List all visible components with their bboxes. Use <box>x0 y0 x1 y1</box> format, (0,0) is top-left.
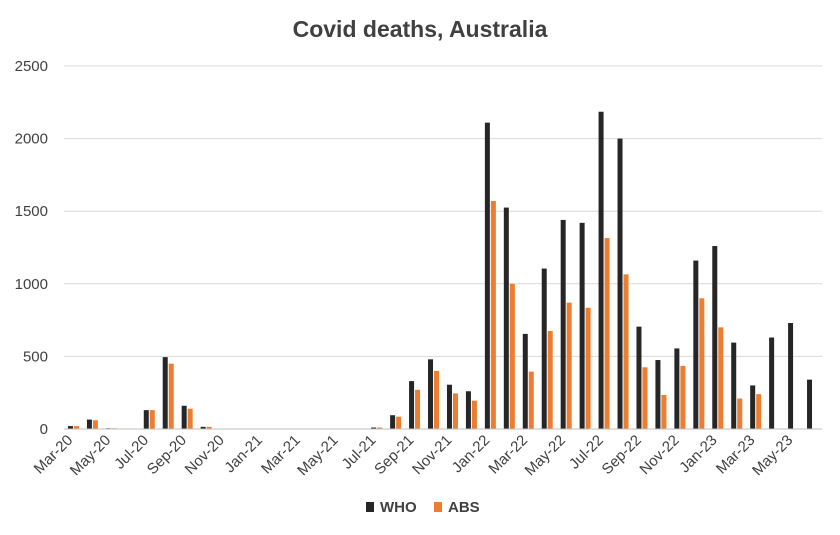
bar-abs <box>756 394 762 429</box>
x-tick-label: Sep-21 <box>371 432 417 478</box>
x-tick-label: May-20 <box>67 432 114 479</box>
bar-abs <box>623 274 629 429</box>
bar-abs <box>642 367 648 429</box>
x-tick-label: Jan-22 <box>449 432 493 476</box>
bar-who <box>712 246 718 429</box>
bar-abs <box>73 426 79 429</box>
bar-who <box>390 415 396 429</box>
bar-abs <box>547 330 553 429</box>
x-axis-ticks: Mar-20May-20Jul-20Sep-20Nov-20Jan-21Mar-… <box>31 432 797 479</box>
bar-who <box>788 323 794 429</box>
legend-label-who: WHO <box>380 499 417 516</box>
bar-abs <box>699 298 705 429</box>
x-tick-label: May-22 <box>522 432 569 479</box>
bar-who <box>162 357 168 429</box>
bar-who <box>731 342 737 429</box>
bar-abs <box>490 201 496 429</box>
y-axis-ticks: 0 500 1000 1500 2000 2500 <box>15 58 48 438</box>
bar-who <box>750 385 756 429</box>
y-tick-label: 1000 <box>15 276 48 293</box>
bar-who <box>769 337 775 429</box>
bar-abs <box>471 400 477 429</box>
bar-who <box>409 381 415 429</box>
y-tick-label: 1500 <box>15 203 48 220</box>
x-tick-label: Nov-22 <box>636 432 682 478</box>
bar-who <box>446 384 452 429</box>
bar-abs <box>149 410 155 429</box>
bar-abs <box>168 363 174 429</box>
legend-swatch-who <box>366 502 374 512</box>
x-tick-label: May-23 <box>749 432 796 479</box>
bar-who <box>522 333 528 429</box>
bar-who <box>541 268 547 429</box>
bar-who <box>807 379 813 429</box>
bar-who <box>560 219 566 429</box>
x-tick-label: Sep-20 <box>144 432 190 478</box>
bar-abs <box>604 238 610 429</box>
bar-abs <box>452 393 458 429</box>
bar-who <box>67 426 73 429</box>
bar-abs <box>187 408 193 429</box>
bar-abs <box>92 420 98 429</box>
bar-abs <box>528 371 534 429</box>
x-tick-label: Sep-22 <box>599 432 645 478</box>
bar-abs <box>206 426 212 429</box>
legend-label-abs: ABS <box>448 499 480 516</box>
bar-who <box>143 410 149 429</box>
bar-who <box>655 360 661 429</box>
x-tick-label: Nov-21 <box>409 432 455 478</box>
bar-abs <box>509 283 515 429</box>
x-tick-label: Nov-20 <box>182 432 228 478</box>
x-tick-label: Jan-21 <box>221 432 265 476</box>
bar-abs <box>396 416 402 429</box>
bar-who <box>693 260 699 429</box>
y-tick-label: 500 <box>23 348 48 365</box>
bar-who <box>181 405 187 429</box>
bar-who <box>636 326 642 429</box>
bar-abs <box>680 365 686 429</box>
bar-who <box>428 359 434 429</box>
y-tick-label: 2500 <box>15 58 48 75</box>
bar-who <box>465 391 471 429</box>
legend: WHO ABS <box>366 499 480 516</box>
bar-who <box>617 138 623 429</box>
y-tick-label: 0 <box>40 421 48 438</box>
bar-abs <box>434 370 440 429</box>
bar-who <box>579 222 585 429</box>
x-tick-label: May-21 <box>294 432 341 479</box>
bar-who <box>86 419 92 429</box>
bar-who <box>674 348 680 429</box>
bar-who <box>503 207 509 429</box>
bar-who <box>200 426 206 429</box>
bar-abs <box>585 307 591 429</box>
bar-who <box>484 122 490 430</box>
bar-abs <box>737 398 743 429</box>
bar-abs <box>377 427 383 429</box>
legend-swatch-abs <box>434 502 442 512</box>
bar-abs <box>415 389 421 429</box>
gridlines <box>64 65 822 357</box>
x-tick-label: Jan-23 <box>676 432 720 476</box>
bar-who <box>371 427 377 429</box>
bar-who <box>598 111 604 429</box>
bars <box>67 111 813 430</box>
bar-abs <box>566 302 572 429</box>
bar-abs <box>661 394 667 429</box>
bar-abs <box>718 327 724 429</box>
y-tick-label: 2000 <box>15 131 48 148</box>
chart-title: Covid deaths, Australia <box>293 16 548 42</box>
